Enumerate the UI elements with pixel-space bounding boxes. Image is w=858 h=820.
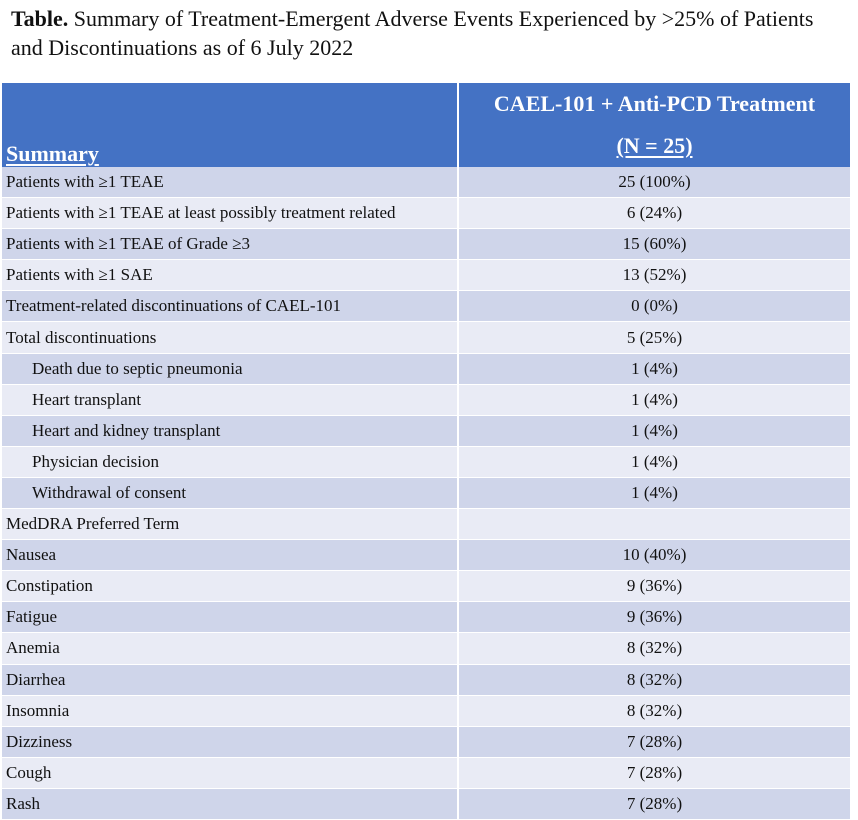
row-value: 1 (4%) — [458, 384, 850, 416]
row-label: Anemia — [2, 632, 459, 665]
table-row: Patients with ≥1 TEAE at least possibly … — [2, 197, 850, 230]
row-label: Heart and kidney transplant — [2, 415, 459, 447]
table-row: Patients with ≥1 TEAE of Grade ≥3 15 (60%… — [2, 228, 850, 261]
row-value — [458, 508, 850, 541]
table-header-row: Summary CAEL-101 + Anti-PCD Treatment (N … — [2, 83, 850, 167]
row-label: Patients with ≥1 TEAE — [2, 167, 459, 199]
table-row: Treatment-related discontinuations of CA… — [2, 290, 850, 323]
row-value: 6 (24%) — [458, 197, 850, 230]
row-value: 0 (0%) — [458, 290, 850, 323]
row-value: 1 (4%) — [458, 446, 850, 478]
row-value: 13 (52%) — [458, 259, 850, 292]
row-value: 1 (4%) — [458, 415, 850, 447]
table-row: Diarrhea 8 (32%) — [2, 664, 850, 696]
row-label: Patients with ≥1 TEAE at least possibly … — [2, 197, 459, 230]
header-treatment-title: CAEL-101 + Anti-PCD Treatment — [493, 91, 816, 116]
table-row: Nausea 10 (40%) — [2, 539, 850, 572]
table-row: Fatigue 9 (36%) — [2, 601, 850, 634]
row-value: 10 (40%) — [458, 539, 850, 572]
row-label: Total discontinuations — [2, 321, 459, 354]
row-label: Death due to septic pneumonia — [2, 353, 459, 385]
row-value: 15 (60%) — [458, 228, 850, 261]
table-row: Constipation 9 (36%) — [2, 570, 850, 603]
row-label: Dizziness — [2, 726, 459, 758]
table-row: Physician decision 1 (4%) — [2, 446, 850, 478]
row-value: 7 (28%) — [458, 726, 850, 758]
table-row: MedDRA Preferred Term — [2, 508, 850, 541]
row-value: 5 (25%) — [458, 321, 850, 354]
row-value: 8 (32%) — [458, 695, 850, 727]
table-body: Patients with ≥1 TEAE 25 (100%) Patients w… — [2, 167, 850, 820]
row-label: Patients with ≥1 SAE — [2, 259, 459, 292]
table-row: Heart and kidney transplant 1 (4%) — [2, 415, 850, 447]
row-label: MedDRA Preferred Term — [2, 508, 459, 541]
row-label: Patients with ≥1 TEAE of Grade ≥3 — [2, 228, 459, 261]
header-treatment: CAEL-101 + Anti-PCD Treatment (N = 25) — [458, 83, 850, 167]
row-value: 25 (100%) — [458, 167, 850, 199]
row-label: Treatment-related discontinuations of CA… — [2, 290, 459, 323]
row-value: 1 (4%) — [458, 353, 850, 385]
adverse-events-table: Summary CAEL-101 + Anti-PCD Treatment (N … — [2, 83, 850, 820]
table-row: Withdrawal of consent 1 (4%) — [2, 477, 850, 510]
table-row: Cough 7 (28%) — [2, 757, 850, 789]
caption-label: Table. — [11, 6, 69, 31]
row-label: Constipation — [2, 570, 459, 603]
row-value: 9 (36%) — [458, 601, 850, 634]
row-label: Nausea — [2, 539, 459, 572]
row-label: Physician decision — [2, 446, 459, 478]
row-value: 8 (32%) — [458, 632, 850, 665]
table-row: Dizziness 7 (28%) — [2, 726, 850, 758]
table-row: Heart transplant 1 (4%) — [2, 384, 850, 416]
row-value: 8 (32%) — [458, 664, 850, 696]
table-row: Death due to septic pneumonia 1 (4%) — [2, 353, 850, 385]
header-treatment-n: (N = 25) — [616, 133, 693, 158]
row-value: 7 (28%) — [458, 757, 850, 789]
row-label: Diarrhea — [2, 664, 459, 696]
table-row: Total discontinuations 5 (25%) — [2, 321, 850, 354]
table-row: Patients with ≥1 TEAE 25 (100%) — [2, 167, 850, 199]
table-row: Patients with ≥1 SAE 13 (52%) — [2, 259, 850, 292]
row-label: Withdrawal of consent — [2, 477, 459, 510]
row-label: Insomnia — [2, 695, 459, 727]
table-caption: Table. Summary of Treatment-Emergent Adv… — [11, 4, 841, 62]
row-label: Heart transplant — [2, 384, 459, 416]
row-value: 9 (36%) — [458, 570, 850, 603]
caption-text: Summary of Treatment-Emergent Adverse Ev… — [11, 6, 814, 60]
row-label: Fatigue — [2, 601, 459, 634]
header-summary: Summary — [2, 83, 459, 167]
table-row: Insomnia 8 (32%) — [2, 695, 850, 727]
row-label: Cough — [2, 757, 459, 789]
table-row: Anemia 8 (32%) — [2, 632, 850, 665]
row-value: 1 (4%) — [458, 477, 850, 510]
